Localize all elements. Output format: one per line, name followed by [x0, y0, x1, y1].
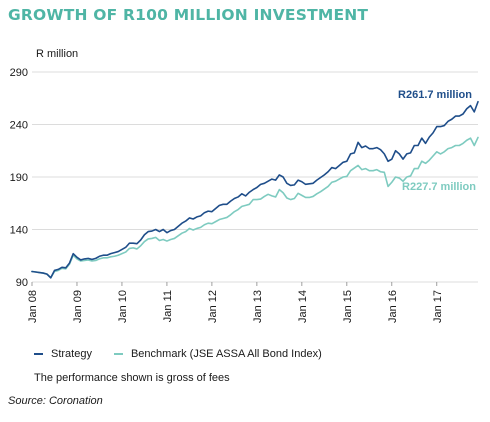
annotations: R261.7 million R227.7 million — [398, 89, 476, 193]
y-tick-label: 190 — [10, 172, 28, 184]
legend-item-benchmark: Benchmark (JSE ASSA All Bond Index) — [113, 348, 322, 360]
x-tick-label: Jan 10 — [117, 290, 129, 323]
legend-swatch-strategy — [34, 353, 43, 355]
y-tick-label: 140 — [10, 225, 28, 237]
y-tick-label: 290 — [10, 67, 28, 79]
y-tick-label: 90 — [16, 277, 28, 289]
fee-note: The performance shown is gross of fees — [34, 372, 230, 384]
legend-label-benchmark: Benchmark (JSE ASSA All Bond Index) — [130, 348, 322, 360]
x-tick-label: Jan 09 — [72, 290, 84, 323]
y-tick-labels: 90 140 190 240 290 — [10, 67, 28, 289]
series-line-benchmark — [31, 136, 479, 279]
series-line-strategy — [31, 100, 479, 279]
x-tick-label: Jan 16 — [387, 290, 399, 323]
series-lines — [31, 100, 479, 279]
legend: Strategy Benchmark (JSE ASSA All Bond In… — [34, 348, 344, 360]
x-tick-label: Jan 14 — [297, 290, 309, 323]
x-tick-label: Jan 15 — [342, 290, 354, 323]
annotation-benchmark-final: R227.7 million — [402, 181, 476, 193]
x-tick-label: Jan 08 — [27, 290, 39, 323]
x-tick-label: Jan 17 — [432, 290, 444, 323]
legend-swatch-benchmark — [113, 353, 123, 355]
chart-title: GROWTH OF R100 MILLION INVESTMENT — [8, 6, 369, 24]
grid-lines — [32, 71, 478, 283]
x-tick-label: Jan 12 — [207, 290, 219, 323]
source-note: Source: Coronation — [8, 395, 103, 407]
y-tick-label: 240 — [10, 120, 28, 132]
annotation-strategy-final: R261.7 million — [398, 89, 472, 101]
legend-label-strategy: Strategy — [51, 348, 92, 360]
y-axis-label: R million — [36, 48, 79, 60]
legend-item-strategy: Strategy — [34, 348, 92, 360]
x-tick-labels: Jan 08 Jan 09 Jan 10 Jan 11 Jan 12 Jan 13 Jan … — [27, 282, 444, 323]
x-tick-label: Jan 13 — [252, 290, 264, 323]
x-tick-label: Jan 11 — [162, 290, 174, 322]
